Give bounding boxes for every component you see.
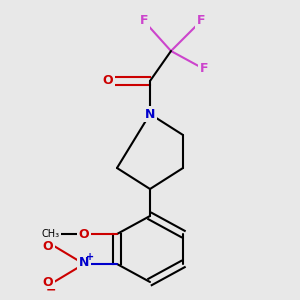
Text: F: F: [200, 62, 208, 76]
Text: O: O: [43, 239, 53, 253]
Text: N: N: [145, 107, 155, 121]
Text: O: O: [103, 74, 113, 88]
Text: F: F: [140, 14, 148, 28]
Text: −: −: [46, 283, 56, 296]
Text: N: N: [79, 256, 89, 269]
Text: CH₃: CH₃: [42, 229, 60, 239]
Text: O: O: [79, 227, 89, 241]
Text: O: O: [43, 275, 53, 289]
Text: +: +: [86, 251, 94, 262]
Text: F: F: [197, 14, 205, 28]
